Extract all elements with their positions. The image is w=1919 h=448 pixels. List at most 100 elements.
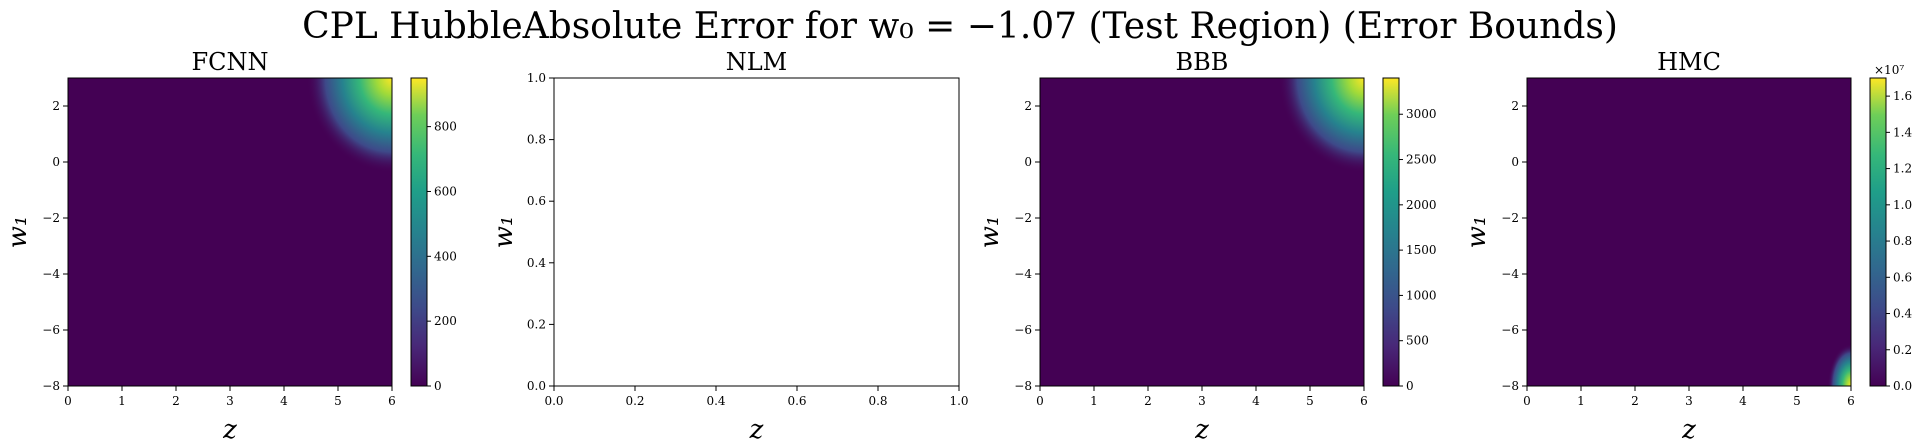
y-axis-label: w₁ <box>975 216 1005 249</box>
x-tick-label: 0 <box>64 394 72 408</box>
x-tick-label: 2 <box>172 394 180 408</box>
y-axis-label: w₁ <box>489 216 519 249</box>
colorbar-tick-label: 0.2 <box>1893 343 1912 357</box>
colorbar: 0.0 0.2 0.4 0.6 0.8 1.0 1.2 1.4 1.6 ×10⁷ <box>1869 63 1912 393</box>
colorbar-tick-label: 400 <box>434 249 457 263</box>
x-tick-label: 0.4 <box>706 394 725 408</box>
y-tick-label: 2 <box>52 99 60 113</box>
y-tick-label: 0 <box>1024 155 1032 169</box>
colorbar-tick-label: 0.0 <box>1893 379 1912 393</box>
y-tick-label: −8 <box>1501 379 1519 393</box>
colorbar-tick-label: 1.4 <box>1893 125 1912 139</box>
x-tick-label: 0 <box>1036 394 1044 408</box>
panel-fcnn: 0 1 2 3 4 5 6 −8 −6 −4 −2 0 2 FCNN z w₁ 0 200 400 600 800 <box>3 48 457 445</box>
colorbar-tick-label: 0.4 <box>1893 307 1912 321</box>
y-tick-label: 0.0 <box>527 379 546 393</box>
x-tick-label: 6 <box>1847 394 1855 408</box>
x-tick-label: 0.0 <box>544 394 563 408</box>
x-tick-label: 3 <box>1685 394 1693 408</box>
y-tick-label: −6 <box>42 323 60 337</box>
panel-nlm: 0.0 0.2 0.4 0.6 0.8 1.0 0.0 0.2 0.4 0.6 0.8 1.0 NLM z… <box>489 48 969 445</box>
panel-title: BBB <box>1176 48 1229 76</box>
y-tick-label: −8 <box>42 379 60 393</box>
y-tick-label: 1.0 <box>527 71 546 85</box>
y-tick-label: 2 <box>1511 99 1519 113</box>
x-axis-label: z <box>1194 415 1209 445</box>
x-tick-label: 5 <box>1306 394 1314 408</box>
y-tick-label: 0 <box>1511 155 1519 169</box>
x-tick-label: 1.0 <box>949 394 968 408</box>
heatmap-hotspot-group <box>1827 344 1851 386</box>
colorbar-tick-label: 1500 <box>1406 243 1437 257</box>
colorbar-gradient <box>410 77 428 387</box>
y-tick-label: −8 <box>1014 379 1032 393</box>
x-axis-label: z <box>1681 415 1696 445</box>
colorbar-multiplier: ×10⁷ <box>1874 63 1904 77</box>
y-tick-label: −4 <box>1014 267 1032 281</box>
heatmap-hotspot <box>1827 344 1851 386</box>
colorbar-gradient <box>1869 77 1887 387</box>
colorbar-tick-label: 1.6 <box>1893 89 1912 103</box>
y-tick-label: −6 <box>1014 323 1032 337</box>
panel-title: HMC <box>1657 48 1721 76</box>
y-tick-label: −2 <box>1014 211 1032 225</box>
x-tick-label: 0.2 <box>625 394 644 408</box>
y-tick-label: −4 <box>42 267 60 281</box>
panel-hmc: 0 1 2 3 4 5 6 −8 −6 −4 −2 0 2 HMC z w₁ 0.0 0.2 0.4 0.6 0.8 1.… <box>1462 48 1912 445</box>
y-tick-label: 0.4 <box>527 256 546 270</box>
x-tick-label: 4 <box>1739 394 1747 408</box>
x-tick-label: 1 <box>118 394 126 408</box>
colorbar-tick-label: 500 <box>1406 334 1429 348</box>
y-tick-label: 0.8 <box>527 133 546 147</box>
heatmap-field <box>554 78 959 386</box>
colorbar: 0 500 1000 1500 2000 2500 3000 <box>1382 77 1437 393</box>
x-tick-label: 2 <box>1144 394 1152 408</box>
colorbar: 0 200 400 600 800 <box>410 77 457 393</box>
colorbar-tick-label: 200 <box>434 314 457 328</box>
panels: 0 1 2 3 4 5 6−8−6−4−202FCNNzw₁02004006008000.0… <box>3 48 1912 445</box>
x-tick-label: 1 <box>1577 394 1585 408</box>
y-tick-label: −4 <box>1501 267 1519 281</box>
x-tick-label: 1 <box>1090 394 1098 408</box>
panel-bbb: 0 1 2 3 4 5 6 −8 −6 −4 −2 0 2 BBB z w₁ 0 500 1000 1500 2000 2… <box>975 48 1437 445</box>
x-tick-label: 2 <box>1631 394 1639 408</box>
colorbar-tick-label: 0 <box>1406 379 1414 393</box>
colorbar-gradient <box>1382 77 1400 387</box>
x-tick-label: 4 <box>280 394 288 408</box>
colorbar-tick-label: 600 <box>434 184 457 198</box>
y-tick-label: −6 <box>1501 323 1519 337</box>
x-tick-label: 6 <box>1360 394 1368 408</box>
colorbar-tick-label: 0.8 <box>1893 234 1912 248</box>
colorbar-tick-label: 1000 <box>1406 288 1437 302</box>
x-tick-label: 4 <box>1252 394 1260 408</box>
x-tick-label: 0.8 <box>868 394 887 408</box>
x-tick-label: 0 <box>1523 394 1531 408</box>
y-axis-label: w₁ <box>1462 216 1492 249</box>
y-tick-label: 0.2 <box>527 317 546 331</box>
panel-title: NLM <box>726 48 788 76</box>
colorbar-tick-label: 800 <box>434 120 457 134</box>
plot-frame <box>553 77 960 387</box>
y-tick-label: 2 <box>1024 99 1032 113</box>
y-tick-label: −2 <box>42 211 60 225</box>
x-tick-label: 3 <box>226 394 234 408</box>
y-tick-label: 0.6 <box>527 194 546 208</box>
x-tick-label: 6 <box>388 394 396 408</box>
x-tick-label: 0.6 <box>787 394 806 408</box>
heatmap-hotspot-group <box>306 78 392 173</box>
x-tick-label: 5 <box>334 394 342 408</box>
panel-title: FCNN <box>191 48 268 76</box>
colorbar-tick-label: 1.0 <box>1893 198 1912 212</box>
colorbar-tick-label: 1.2 <box>1893 162 1912 176</box>
colorbar-tick-label: 0.6 <box>1893 270 1912 284</box>
y-axis-label: w₁ <box>3 216 33 249</box>
heatmap-hotspot-group <box>1278 78 1364 173</box>
y-tick-label: 0 <box>52 155 60 169</box>
figure-title: CPL HubbleAbsolute Error for w₀ = −1.07 … <box>302 6 1618 47</box>
x-tick-label: 5 <box>1793 394 1801 408</box>
colorbar-tick-label: 2000 <box>1406 198 1437 212</box>
x-axis-label: z <box>222 415 237 445</box>
colorbar-tick-label: 0 <box>434 379 442 393</box>
y-tick-label: −2 <box>1501 211 1519 225</box>
